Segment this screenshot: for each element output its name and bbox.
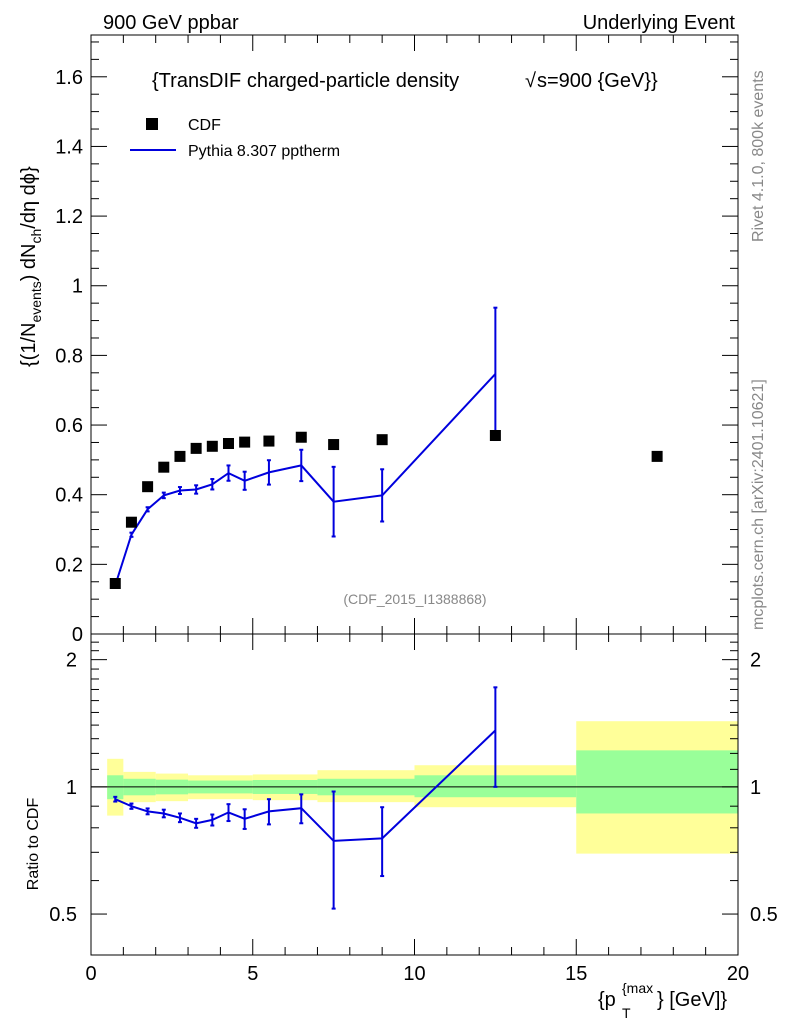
ratio-ytick-label-right: 1: [750, 777, 761, 799]
cdf-point: [239, 436, 251, 448]
main-title-text: {TransDIF charged-particle density: [152, 70, 459, 92]
ratio-ytick-label: 2: [66, 650, 77, 672]
xlabel-sub: T: [622, 1005, 631, 1021]
main-ytick-label: 1.4: [55, 136, 83, 158]
header-right-label: Underlying Event: [583, 12, 736, 34]
svg-text:{(1/Nevents) dNch/dη dϕ}: {(1/Nevents) dNch/dη dϕ}: [18, 166, 44, 367]
main-ytick-label: 0.6: [55, 415, 83, 437]
ratio-panel: 0.5 0.51 12 20 5 10 15 20: [49, 633, 778, 985]
x-axis-label: {p T {max } [GeV]}: [598, 980, 727, 1021]
ratio-line: [114, 729, 497, 842]
main-ytick-label: 0.2: [55, 554, 83, 576]
ratio-axis-ticks: 0.5 0.51 12 20 5 10 15 20: [49, 634, 778, 985]
cdf-point: [489, 429, 501, 441]
xlabel-tail: } [GeV]}: [657, 989, 727, 1011]
ylabel-part-d: ch: [28, 229, 44, 244]
cdf-point: [190, 442, 202, 454]
mcplots-reference-label: mcplots.cern.ch [arXiv:2401.10621]: [750, 379, 767, 630]
cdf-point: [328, 439, 340, 451]
main-ytick-label: 0.8: [55, 345, 83, 367]
ratio-ytick-label-right: 0.5: [750, 904, 778, 926]
cdf-point: [109, 578, 121, 590]
ratio-xtick-label: 0: [85, 963, 96, 985]
cdf-point: [222, 438, 234, 450]
rivet-version-label: Rivet 4.1.0, 800k events: [750, 70, 767, 242]
main-panel: 0 0.2 0.4 0.6 0.8 1 1.2 1.4 1.6 {TransDIF charge…: [55, 34, 739, 646]
ratio-xtick-label: 15: [565, 963, 587, 985]
main-axis-ticks: 0 0.2 0.4 0.6 0.8 1 1.2 1.4 1.6: [55, 35, 739, 646]
xlabel-sup: {max: [622, 980, 653, 996]
ylabel-part-a: {(1/N: [18, 323, 40, 367]
cdf-point: [174, 450, 186, 462]
ratio-data-layer: [113, 686, 498, 910]
legend-pythia-label: Pythia 8.307 pptherm: [188, 143, 340, 160]
cdf-point: [263, 435, 275, 447]
cdf-point: [295, 431, 307, 443]
ratio-ytick-label: 1: [66, 777, 77, 799]
cdf-point: [206, 440, 218, 452]
legend-cdf-label: CDF: [188, 117, 221, 134]
ylabel-part-b: events: [28, 281, 44, 322]
ylabel-part-c: ) dN: [18, 243, 40, 281]
main-data-layer: [109, 306, 663, 590]
xlabel-p: {p: [598, 989, 616, 1011]
ratio-ytick-label: 0.5: [49, 904, 77, 926]
legend: CDF Pythia 8.307 pptherm: [130, 117, 340, 160]
cdf-point: [125, 516, 137, 528]
ratio-xtick-label: 20: [727, 963, 749, 985]
main-ytick-label: 1: [72, 276, 83, 298]
main-title-tail: s=900 {GeV}}: [537, 70, 658, 92]
main-ytick-label: 1.6: [55, 67, 83, 89]
analysis-id-watermark: (CDF_2015_I1388868): [343, 591, 486, 607]
cdf-point: [376, 434, 388, 446]
cdf-point: [142, 481, 154, 493]
legend-cdf-marker: [146, 118, 158, 130]
ratio-uncertainty-bands: [91, 721, 738, 854]
main-ytick-label: 0.4: [55, 485, 83, 507]
ratio-ytick-label-right: 2: [750, 650, 761, 672]
ratio-xtick-label: 10: [403, 963, 425, 985]
ratio-y-axis-label: Ratio to CDF: [25, 798, 42, 891]
ylabel-part-e: /dη dϕ}: [18, 166, 40, 229]
main-y-axis-label: {(1/Nevents) dNch/dη dϕ}: [18, 166, 44, 367]
main-ytick-label: 1.2: [55, 206, 83, 228]
cdf-point: [158, 461, 170, 473]
main-ytick-label: 0: [72, 624, 83, 646]
pythia-line: [114, 373, 497, 586]
cdf-point: [651, 450, 663, 462]
main-title: {TransDIF charged-particle density √ s=9…: [152, 70, 658, 92]
ratio-xtick-label: 5: [247, 963, 258, 985]
ratio-band-inner: [576, 750, 738, 814]
header-left-label: 900 GeV ppbar: [103, 12, 239, 34]
main-title-sqrt: √: [525, 70, 536, 92]
